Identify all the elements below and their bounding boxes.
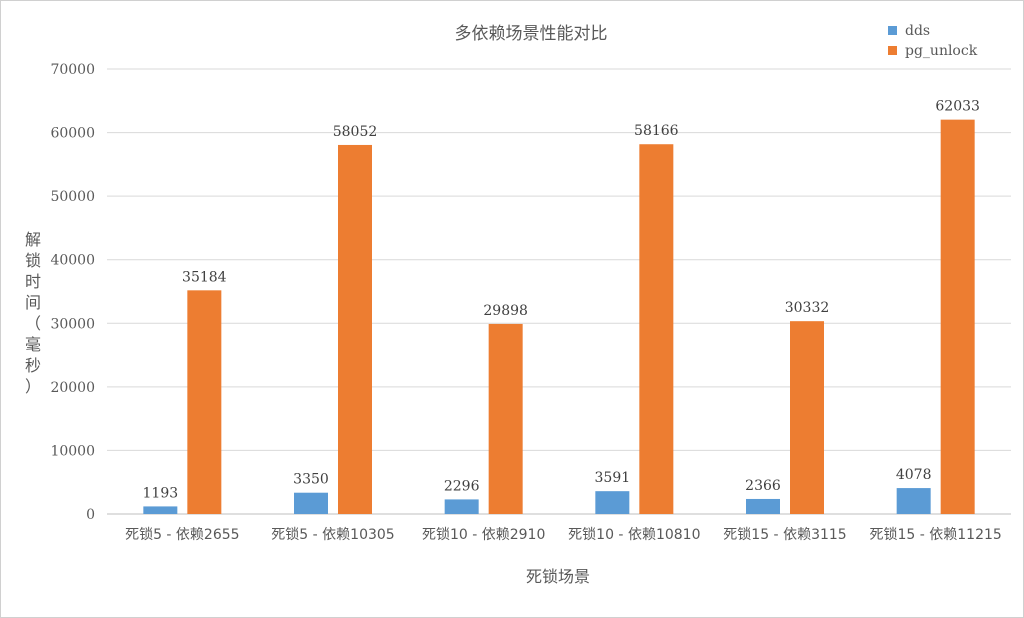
legend-label: pg_unlock	[905, 43, 978, 59]
y-axis-title-char: 解	[25, 230, 41, 249]
bar-pg-unlock	[790, 321, 824, 514]
bar-pg-unlock	[940, 119, 975, 515]
bar-pg-unlock	[338, 144, 372, 514]
x-category-label: 死锁15 - 依赖3115	[723, 527, 846, 543]
legend-swatch	[888, 46, 897, 55]
bars	[143, 119, 975, 515]
legend-label: dds	[905, 23, 930, 39]
gridlines	[107, 68, 1011, 515]
data-label: 3591	[595, 470, 631, 486]
data-label: 62033	[935, 99, 980, 115]
x-axis-title: 死锁场景	[526, 567, 590, 586]
y-axis-title-char: 毫	[25, 335, 41, 354]
x-category-label: 死锁10 - 依赖2910	[422, 527, 545, 543]
data-label: 2296	[444, 478, 480, 494]
y-tick-label: 0	[86, 507, 95, 523]
y-axis-title-char: 秒	[25, 356, 41, 375]
y-axis-title-char: ）	[25, 377, 41, 396]
bar-dds	[143, 506, 178, 514]
legend-swatch	[888, 26, 897, 35]
y-tick-label: 10000	[50, 443, 95, 459]
y-tick-label: 30000	[50, 316, 95, 332]
data-labels: 1193 35184 3350 58052 2296 29898 3591 58166 2366…	[143, 99, 980, 502]
bar-pg-unlock	[488, 323, 523, 514]
y-axis-title-char: 锁	[25, 251, 41, 270]
x-category-label: 死锁10 - 依赖10810	[568, 527, 700, 543]
data-label: 29898	[483, 303, 528, 319]
y-tick-label: 40000	[50, 253, 95, 269]
data-label: 4078	[896, 467, 932, 483]
y-axis-title-char: （	[25, 314, 41, 333]
bar-dds	[896, 488, 931, 514]
data-label: 58166	[634, 123, 679, 139]
y-tick-label: 60000	[50, 126, 95, 142]
data-label: 30332	[785, 300, 830, 316]
x-category-label: 死锁15 - 依赖11215	[870, 527, 1002, 543]
x-axis-categories: 死锁5 - 依赖2655 死锁5 - 依赖10305 死锁10 - 依赖2910 死锁…	[125, 527, 1002, 543]
bar-dds	[444, 499, 479, 514]
y-axis-ticks: 0 10000 20000 30000 40000 50000 60000 70000	[50, 62, 95, 523]
data-label: 2366	[745, 478, 781, 494]
legend: dds pg_unlock	[888, 23, 978, 59]
data-label: 35184	[182, 269, 227, 285]
bar-pg-unlock	[187, 290, 222, 514]
y-tick-label: 50000	[50, 189, 95, 205]
bar-pg-unlock	[639, 144, 674, 515]
y-axis-title-char: 时	[25, 272, 41, 291]
bar-dds	[595, 491, 630, 514]
y-tick-label: 70000	[50, 62, 95, 78]
bar-dds	[746, 498, 780, 514]
data-label: 1193	[143, 485, 179, 501]
bar-dds	[294, 492, 328, 514]
chart-title: 多依赖场景性能对比	[455, 24, 608, 44]
y-tick-label: 20000	[50, 380, 95, 396]
data-label: 3350	[293, 472, 329, 488]
data-label: 58052	[333, 124, 378, 140]
x-category-label: 死锁5 - 依赖10305	[271, 527, 394, 543]
x-category-label: 死锁5 - 依赖2655	[125, 527, 240, 543]
y-axis-title-char: 间	[25, 293, 41, 312]
